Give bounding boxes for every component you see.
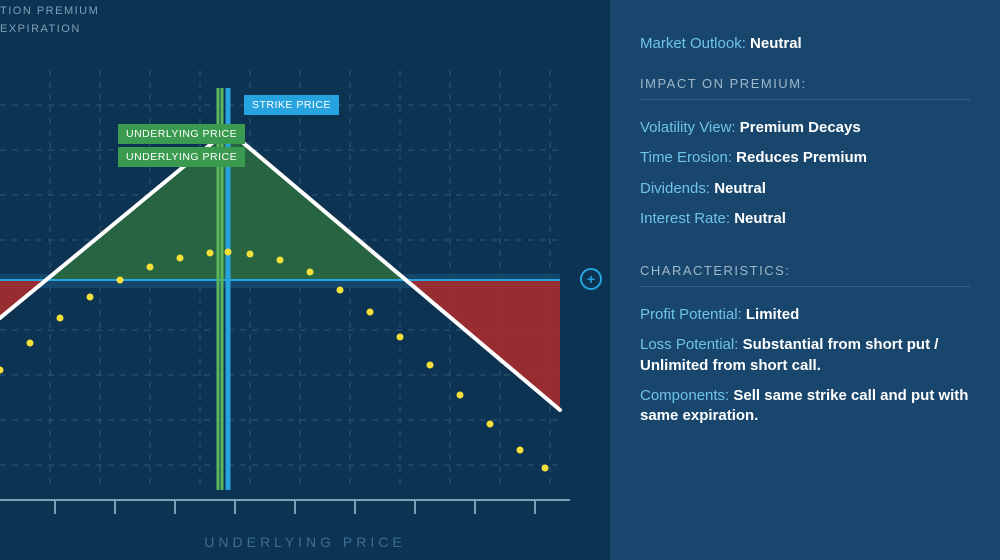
details-panel: Market Outlook: Neutral IMPACT ON PREMIU… — [610, 0, 1000, 560]
impact-item-row: Interest Rate: Neutral — [640, 209, 970, 229]
characteristics-list: Profit Potential: LimitedLoss Potential:… — [640, 305, 970, 426]
chart-panel: TION PREMIUM EXPIRATION STRIKE PRICE UND… — [0, 0, 610, 560]
impact-divider — [640, 99, 970, 100]
characteristics-item-row: Profit Potential: Limited — [640, 305, 970, 325]
underlying-price-flag-1-label: UNDERLYING PRICE — [126, 128, 237, 140]
x-axis-label: UNDERLYING PRICE — [204, 534, 405, 550]
plus-icon: + — [587, 271, 595, 287]
strike-price-flag: STRIKE PRICE — [244, 95, 339, 115]
impact-item-value: Neutral — [734, 210, 786, 227]
impact-item-value: Premium Decays — [740, 119, 861, 136]
characteristics-item-row: Components: Sell same strike call and pu… — [640, 386, 970, 427]
underlying-price-flag-1: UNDERLYING PRICE — [118, 124, 245, 144]
underlying-price-flag-2: UNDERLYING PRICE — [118, 147, 245, 167]
underlying-price-flag-2-label: UNDERLYING PRICE — [126, 151, 237, 163]
impact-item-value: Neutral — [714, 180, 766, 197]
market-outlook-value: Neutral — [750, 35, 802, 52]
impact-item-key: Volatility View: — [640, 119, 740, 136]
payoff-chart — [0, 0, 610, 560]
impact-item-row: Time Erosion: Reduces Premium — [640, 148, 970, 168]
impact-item-value: Reduces Premium — [736, 149, 867, 166]
expand-button[interactable]: + — [580, 268, 602, 290]
impact-header: IMPACT ON PREMIUM: — [640, 76, 970, 91]
market-outlook-row: Market Outlook: Neutral — [640, 35, 970, 52]
characteristics-item-key: Loss Potential: — [640, 336, 743, 353]
characteristics-divider — [640, 286, 970, 287]
impact-item-row: Volatility View: Premium Decays — [640, 118, 970, 138]
characteristics-item-key: Profit Potential: — [640, 306, 746, 323]
impact-list: Volatility View: Premium DecaysTime Eros… — [640, 118, 970, 229]
impact-item-row: Dividends: Neutral — [640, 179, 970, 199]
characteristics-header: CHARACTERISTICS: — [640, 263, 970, 278]
market-outlook-key: Market Outlook: — [640, 35, 746, 52]
characteristics-item-row: Loss Potential: Substantial from short p… — [640, 335, 970, 376]
strike-price-flag-label: STRIKE PRICE — [252, 99, 331, 111]
impact-item-key: Time Erosion: — [640, 149, 736, 166]
impact-item-key: Interest Rate: — [640, 210, 734, 227]
characteristics-item-key: Components: — [640, 387, 733, 404]
characteristics-item-value: Limited — [746, 306, 799, 323]
impact-item-key: Dividends: — [640, 180, 714, 197]
